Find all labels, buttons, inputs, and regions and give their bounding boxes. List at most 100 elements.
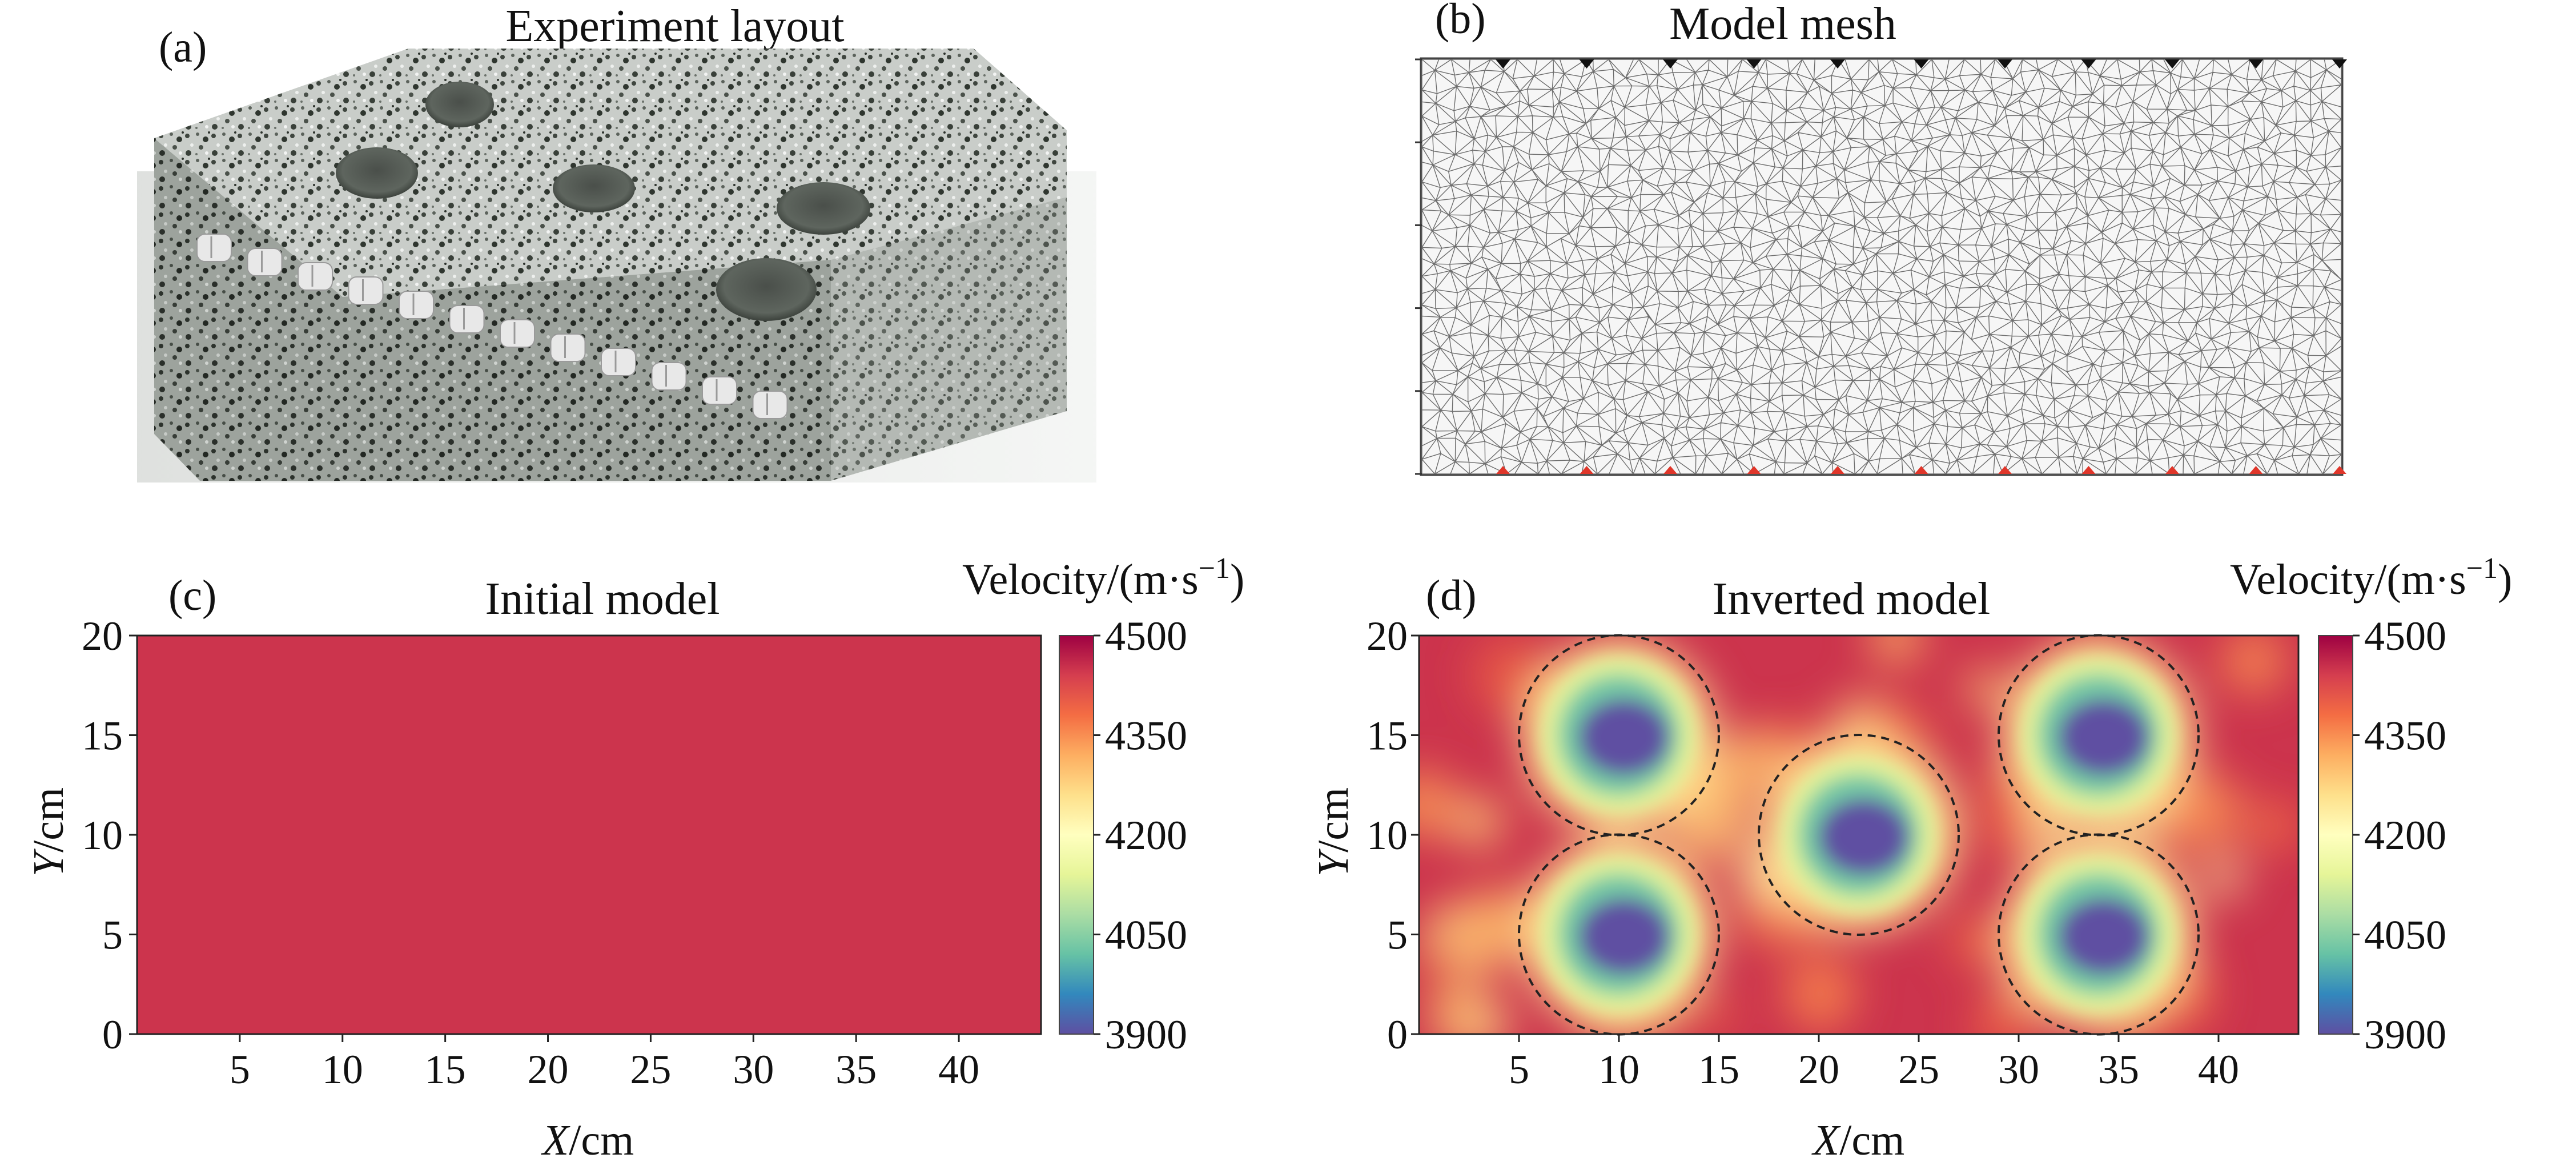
- sensor-icon: [702, 376, 737, 405]
- sensor-icon: [348, 276, 384, 305]
- sensor-array: [196, 234, 788, 419]
- receiver-marker-bottom: [1580, 466, 1594, 474]
- x-tick-label: 35: [2098, 1047, 2139, 1092]
- triangular-mesh: [1421, 59, 2342, 475]
- colorbar-tick-label: 4500: [1105, 613, 1187, 659]
- y-tick-label: 0: [1387, 1012, 1408, 1058]
- colorbar-c-ticks: 4500 4350 4200 4050 3900: [1094, 613, 1187, 1058]
- x-tick-label: 15: [425, 1047, 466, 1092]
- receiver-marker-bottom: [2165, 466, 2179, 474]
- x-axis-title: X/cm: [1811, 1116, 1904, 1162]
- x-tick-label: 35: [835, 1047, 877, 1092]
- x-axis-title: X/cm: [541, 1116, 634, 1162]
- receiver-marker-bottom: [1663, 466, 1677, 474]
- colorbar-d-ticks: 4500 4350 4200 4050 3900: [2353, 613, 2446, 1058]
- y-tick-label: 5: [102, 912, 123, 958]
- receiver-marker-bottom: [2249, 466, 2263, 474]
- x-tick-label: 25: [1898, 1047, 1939, 1092]
- y-tick-label: 10: [1367, 813, 1408, 858]
- y-tick-label: 20: [1367, 613, 1408, 659]
- colorbar-tick-label: 4200: [2364, 813, 2446, 858]
- source-marker-top: [2165, 59, 2180, 69]
- sensor-icon: [550, 333, 586, 362]
- sensor-icon: [196, 234, 232, 262]
- x-tick-label: 20: [528, 1047, 569, 1092]
- y-tick-label: 20: [82, 613, 123, 659]
- colorbar-d-title: Velocity/(m·s−1): [2230, 552, 2512, 604]
- granite-block-photo: [137, 49, 1096, 483]
- y-tick-label: 0: [102, 1012, 123, 1058]
- x-tick-label: 20: [1798, 1047, 1839, 1092]
- sensor-icon: [399, 291, 434, 319]
- colorbar-tick-label: 3900: [1105, 1012, 1187, 1058]
- inverted-model-heatmap: [1419, 636, 2298, 1034]
- panel-a-letter: (a): [159, 23, 207, 71]
- initial-model-heatmap: [137, 636, 1041, 1034]
- colorbar-tick-label: 4350: [1105, 713, 1187, 759]
- source-marker-top: [1914, 59, 1929, 69]
- receiver-marker-bottom: [1831, 466, 1844, 474]
- panel-d-title: Inverted model: [1713, 574, 1990, 624]
- source-marker-top: [1663, 59, 1678, 69]
- colorbar-c-title: Velocity/(m·s−1): [962, 552, 1244, 604]
- x-tick-label: 15: [1698, 1047, 1739, 1092]
- x-tick-label: 5: [230, 1047, 250, 1092]
- colorbar-tick-label: 3900: [2364, 1012, 2446, 1058]
- x-tick-label: 10: [322, 1047, 363, 1092]
- sensor-icon: [752, 391, 788, 419]
- receiver-marker-bottom: [1998, 466, 2012, 474]
- mesh-frame: [1420, 57, 2344, 476]
- source-marker-top: [1830, 59, 1845, 69]
- x-tick-label: 5: [1509, 1047, 1529, 1092]
- receiver-marker-bottom: [1496, 466, 1510, 474]
- y-tick-label: 15: [82, 713, 123, 759]
- anomaly-outline: [1758, 734, 1960, 936]
- source-marker-top: [1998, 59, 2012, 69]
- sensor-icon: [449, 305, 485, 333]
- y-tick-label: 5: [1387, 912, 1408, 958]
- panel-d-letter: (d): [1426, 572, 1477, 620]
- x-tick-label: 30: [733, 1047, 774, 1092]
- source-marker-top: [1496, 59, 1510, 69]
- inverted-model-axes: 5 10 15 20 25 30 35 40 0 5 10 15 20 X/cm Y/cm: [1309, 613, 2300, 1162]
- x-tick-label: 10: [1598, 1047, 1639, 1092]
- initial-model-axes: 5 10 15 20 25 30 35 40 0 5 10 15 20 X/cm Y/cm: [25, 613, 1042, 1162]
- sensor-icon: [500, 319, 535, 348]
- sensor-icon: [651, 362, 687, 391]
- colorbar-tick-label: 4500: [2364, 613, 2446, 659]
- colorbar-tick-label: 4050: [1105, 912, 1187, 958]
- x-tick-label: 40: [2198, 1047, 2239, 1092]
- receiver-marker-bottom: [2333, 466, 2346, 474]
- source-marker-top: [2332, 59, 2347, 69]
- panel-c-letter: (c): [168, 572, 216, 620]
- sensor-icon: [298, 262, 333, 291]
- x-tick-label: 30: [1998, 1047, 2039, 1092]
- sensor-icon: [601, 348, 636, 376]
- panel-c-title: Initial model: [485, 574, 720, 624]
- colorbar-d: [2318, 635, 2353, 1035]
- source-marker-top: [2248, 59, 2264, 69]
- source-marker-top: [1746, 59, 1762, 69]
- panel-a: (a) Experiment layout: [137, 1, 1096, 483]
- y-axis-title: Y/cm: [25, 787, 73, 876]
- y-axis-title: Y/cm: [1309, 787, 1357, 876]
- colorbar-c: [1059, 635, 1094, 1035]
- panel-b-letter: (b): [1435, 0, 1486, 43]
- source-marker-top: [2081, 59, 2096, 69]
- y-tick-label: 10: [82, 813, 123, 858]
- panel-b: (b) Model mesh: [1415, 0, 2347, 476]
- colorbar-tick-label: 4350: [2364, 713, 2446, 759]
- x-tick-label: 40: [938, 1047, 979, 1092]
- source-receiver-markers: [1415, 58, 2347, 475]
- panel-d: (d) Inverted model 5 10 15 20 25 30 35 40 0 5 10 15…: [1309, 552, 2512, 1162]
- panel-b-title: Model mesh: [1669, 0, 1896, 49]
- receiver-marker-bottom: [1914, 466, 1928, 474]
- y-tick-label: 15: [1367, 713, 1408, 759]
- receiver-marker-bottom: [2081, 466, 2096, 474]
- sensor-icon: [247, 248, 283, 276]
- x-tick-label: 25: [630, 1047, 671, 1092]
- panel-a-title: Experiment layout: [505, 1, 844, 51]
- colorbar-tick-label: 4200: [1105, 813, 1187, 858]
- source-marker-top: [1579, 59, 1594, 69]
